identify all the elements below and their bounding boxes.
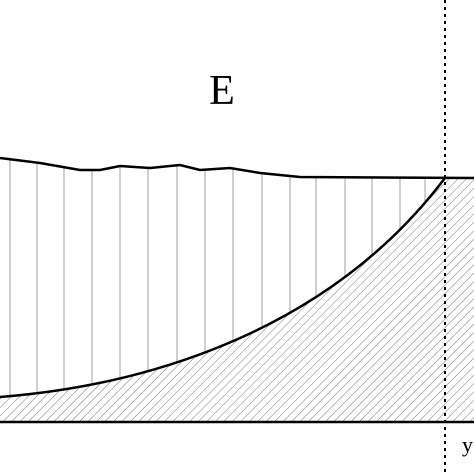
hatched-region xyxy=(0,178,474,422)
region-label: E xyxy=(209,68,235,114)
top-surface xyxy=(0,156,474,180)
axis-label: y xyxy=(462,432,473,457)
lower-curve xyxy=(0,177,446,399)
